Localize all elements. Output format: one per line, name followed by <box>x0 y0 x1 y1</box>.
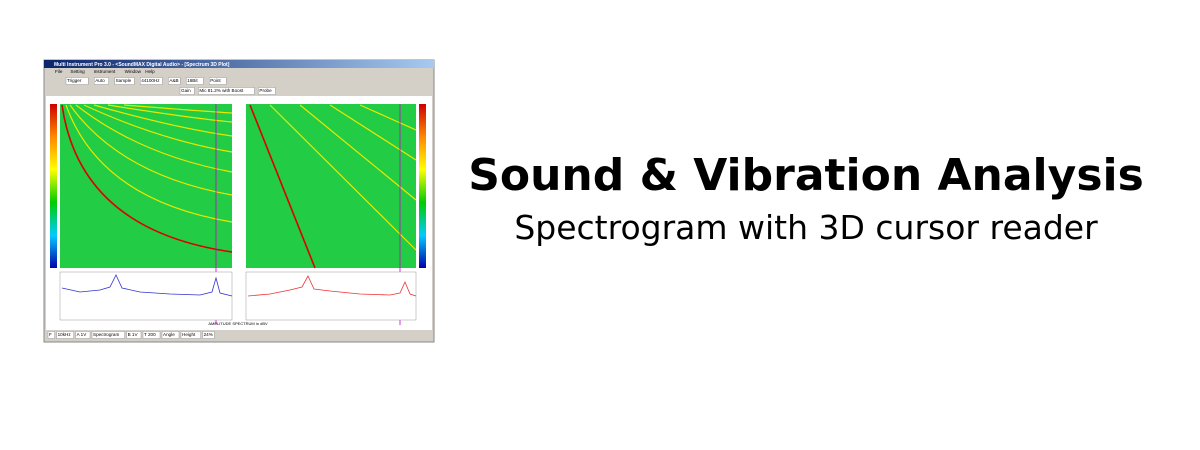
toolbar-field <box>65 77 89 85</box>
toolbar-text[interactable]: Help <box>145 69 155 74</box>
toolbar-text[interactable]: F <box>49 332 52 337</box>
toolbar-field <box>179 87 195 95</box>
toolbar-text[interactable]: 16Bit <box>187 78 198 83</box>
color-bar <box>419 104 426 268</box>
spectrum-right <box>245 271 417 321</box>
trace-a <box>61 274 233 297</box>
toolbar-field <box>202 331 215 339</box>
toolbar-text[interactable]: A 1V <box>77 332 88 337</box>
toolbar-field <box>208 77 227 85</box>
screenshot: Multi Instrument Pro 3.0 - <SoundMAX Dig… <box>43 59 435 343</box>
toolbar-text[interactable]: Trigger <box>67 78 82 83</box>
toolbar-field <box>180 331 201 339</box>
toolbar-field <box>93 77 109 85</box>
toolbar-text[interactable]: B 1V <box>128 332 139 337</box>
toolbar-field <box>126 331 142 339</box>
toolbar-text[interactable]: Point <box>210 78 221 83</box>
toolbar-field <box>168 77 181 85</box>
title-bar <box>44 60 434 68</box>
color-bar <box>50 104 57 268</box>
toolbar-field <box>258 87 276 95</box>
banner-title: Sound & Vibration Analysis <box>468 150 1144 201</box>
toolbar-field <box>114 77 135 85</box>
toolbar-text[interactable]: Spectrogram <box>93 332 119 337</box>
toolbar-text[interactable]: File <box>55 69 63 74</box>
toolbar-text[interactable]: Sample <box>116 78 132 83</box>
toolbar-text[interactable]: A&B <box>169 78 178 83</box>
toolbar-field <box>142 331 161 339</box>
spectrogram-left <box>60 104 232 268</box>
spectrum-left <box>59 271 233 321</box>
axis-caption: AMPLITUDE SPECTRUM in dBV <box>208 321 268 326</box>
harmonics-right <box>249 104 417 269</box>
toolbar-field <box>198 87 255 95</box>
toolbar-text[interactable]: Auto <box>95 78 105 83</box>
window-title: Multi Instrument Pro 3.0 - <SoundMAX Dig… <box>54 62 230 68</box>
toolbar-field <box>139 77 163 85</box>
toolbar-text[interactable]: Setting <box>70 69 85 74</box>
spectrogram-right <box>246 104 416 268</box>
toolbar-text[interactable]: Instrument <box>94 69 116 74</box>
toolbar-text[interactable]: 10kHz <box>58 332 72 337</box>
toolbar-field <box>47 331 55 339</box>
toolbar-field <box>56 331 74 339</box>
toolbar-field <box>185 77 204 85</box>
harmonics-left <box>61 104 233 253</box>
toolbar-text[interactable]: 24% <box>204 332 213 337</box>
toolbar-text[interactable]: Height <box>182 332 196 337</box>
toolbar-text[interactable]: 44100Hz <box>141 78 160 83</box>
banner-subtitle: Spectrogram with 3D cursor reader <box>514 208 1098 247</box>
toolbar-text[interactable]: Window <box>125 69 142 74</box>
toolbar-text[interactable]: Mic 81.2% with Boost <box>199 88 244 93</box>
toolbar-text[interactable]: T 200 <box>144 332 156 337</box>
toolbar-field <box>161 331 180 339</box>
toolbar-text[interactable]: Gain <box>181 88 191 93</box>
toolbar-text[interactable]: Probe <box>259 88 272 93</box>
toolbar-field <box>75 331 91 339</box>
toolbar-text[interactable]: Angle <box>163 332 175 337</box>
trace-b <box>247 275 417 297</box>
toolbar-field <box>91 331 125 339</box>
